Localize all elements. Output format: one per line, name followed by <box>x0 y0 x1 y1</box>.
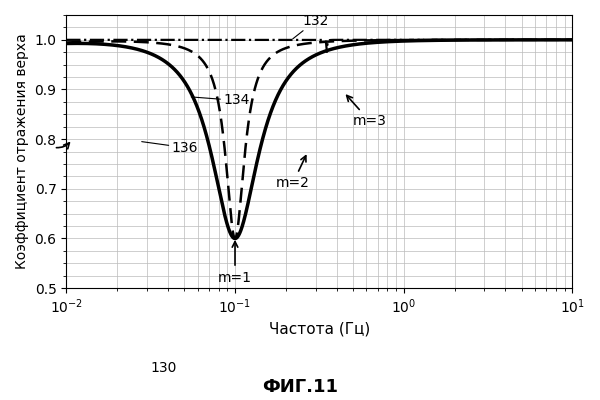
Text: ФИГ.11: ФИГ.11 <box>262 378 338 396</box>
Text: 130: 130 <box>150 361 176 375</box>
Y-axis label: Коэффициент отражения верха: Коэффициент отражения верха <box>15 34 29 270</box>
Text: 132: 132 <box>293 14 329 39</box>
X-axis label: Частота (Гц): Частота (Гц) <box>269 322 370 337</box>
Text: m=2: m=2 <box>276 156 310 190</box>
Text: m=3: m=3 <box>347 96 387 128</box>
Text: m=1: m=1 <box>218 242 252 285</box>
Text: 136: 136 <box>142 140 198 154</box>
Text: 134: 134 <box>191 93 250 107</box>
